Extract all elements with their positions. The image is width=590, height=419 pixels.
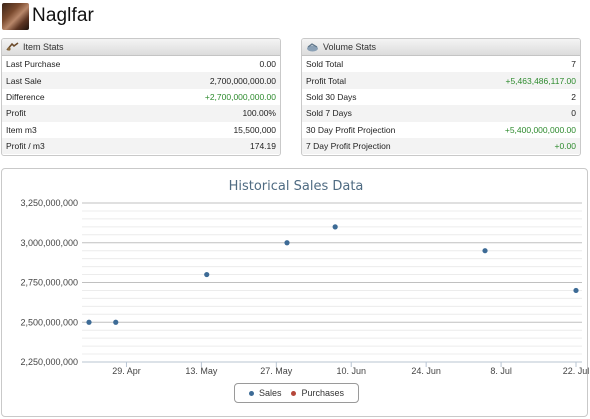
volume-stat-value: 2 [571,91,576,102]
y-tick-label: 3,250,000,000 [20,198,78,208]
chart-legend: Sales Purchases [234,383,359,403]
sales-point [204,271,210,278]
sales-point [332,224,338,230]
x-tick-label: 22. Jul [563,366,589,376]
volume-stat-value: +5,400,000,000.00 [504,124,576,135]
item-stat-row: Last Sale 2,700,000,000.00 [2,72,280,89]
legend-label-purchases: Purchases [301,388,345,398]
x-tick-label: 10. Jun [336,366,366,376]
x-tick-label: 29. Apr [112,366,141,376]
historical-sales-chart: Historical Sales Data 3,250,000,000 3,000,… [1,168,589,417]
x-tick-label: 13. May [185,366,218,376]
item-stat-value: 174.19 [250,141,276,152]
item-stat-row: Item m3 15,500,000 [2,122,280,138]
volume-stats-header: Volume Stats [302,39,580,56]
volume-stat-label: 7 Day Profit Projection [306,141,391,152]
sales-marker-icon [248,390,254,396]
legend-label-sales: Sales [258,388,282,398]
volume-stat-value: +0.00 [554,141,576,152]
volume-stats-panel: Volume Stats Sold Total 7 Profit Total +5,4… [301,38,581,156]
item-stats-icon [6,42,19,52]
volume-stat-value: 0 [571,108,576,119]
volume-stat-label: Profit Total [306,75,347,86]
volume-stat-value: +5,463,486,117.00 [505,75,576,86]
y-tick-label: 2,750,000,000 [20,278,78,288]
item-stat-row: Difference +2,700,000,000.00 [2,89,280,105]
y-tick-label: 3,000,000,000 [20,238,78,248]
item-stats-header: Item Stats [2,39,280,56]
volume-stat-value: 7 [571,59,576,70]
chart-title: Historical Sales Data [229,179,364,194]
volume-stat-row: 7 Day Profit Projection +0.00 [302,137,580,155]
volume-stats-icon [306,42,319,52]
volume-stat-row: 30 Day Profit Projection +5,400,000,000.0… [302,122,580,138]
item-stat-value: 15,500,000 [233,124,276,135]
y-tick-label: 2,250,000,000 [20,357,78,367]
item-stat-label: Profit / m3 [6,141,45,152]
volume-stat-label: Sold Total [306,59,344,70]
item-stat-row: Last Purchase 0.00 [2,56,280,72]
volume-stat-row: Sold 7 Days 0 [302,105,580,122]
volume-stat-row: Profit Total +5,463,486,117.00 [302,72,580,89]
chart-canvas: Historical Sales Data 3,250,000,000 3,000,… [20,179,589,376]
y-tick-label: 2,500,000,000 [20,317,78,327]
sales-point [113,319,119,325]
sales-point [284,240,290,246]
item-stat-label: Item m3 [6,124,37,135]
x-tick-label: 27. May [260,366,293,376]
item-stats-panel: Item Stats Last Purchase 0.00 Last Sale 2,7… [1,38,281,156]
item-stat-label: Difference [6,91,45,102]
sales-point [573,287,579,294]
volume-stat-row: Sold 30 Days 2 [302,89,580,105]
item-stat-value: +2,700,000,000.00 [204,91,276,102]
purchases-marker-icon [291,390,297,396]
item-stat-value: 100.00% [242,108,276,119]
volume-stat-label: Sold 7 Days [306,108,352,119]
item-stat-row: Profit 100.00% [2,105,280,122]
volume-stat-row: Sold Total 7 [302,56,580,72]
ship-thumbnail [2,2,29,30]
volume-stat-label: Sold 30 Days [306,91,357,102]
item-stat-label: Profit [6,108,26,119]
x-tick-label: 24. Jun [411,366,441,376]
item-stat-label: Last Purchase [6,59,61,70]
legend-item-purchases[interactable]: Purchases [291,388,344,398]
x-tick-label: 8. Jul [490,366,512,376]
page-header: Naglfar [2,2,94,30]
item-stat-label: Last Sale [6,75,42,86]
legend-item-sales[interactable]: Sales [248,388,282,398]
sales-point [86,319,92,325]
sales-point [482,248,488,254]
page-title: Naglfar [32,5,94,26]
item-stat-value: 2,700,000,000.00 [209,75,276,86]
volume-stats-title: Volume Stats [323,42,377,52]
item-stat-value: 0.00 [259,59,276,70]
item-stats-title: Item Stats [23,42,64,52]
item-stat-row: Profit / m3 174.19 [2,137,280,155]
volume-stat-label: 30 Day Profit Projection [306,124,396,135]
